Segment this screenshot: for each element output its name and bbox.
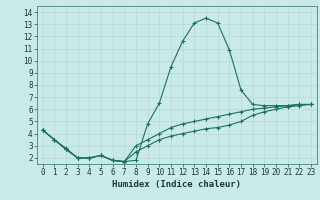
X-axis label: Humidex (Indice chaleur): Humidex (Indice chaleur) — [112, 180, 241, 189]
